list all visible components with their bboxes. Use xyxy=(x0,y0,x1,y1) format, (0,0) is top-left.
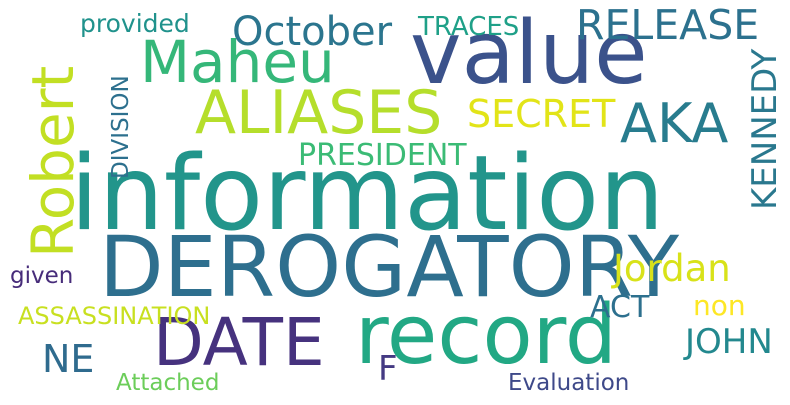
word-non: non xyxy=(693,289,746,322)
word-given: given xyxy=(10,263,74,289)
word-president: PRESIDENT xyxy=(298,138,467,173)
word-kennedy: KENNEDY xyxy=(745,48,785,210)
word-value: value xyxy=(410,2,648,104)
word-assassination: ASSASSINATION xyxy=(18,302,211,330)
word-jordan: Jordan xyxy=(613,247,731,290)
word-john: JOHN xyxy=(685,322,773,362)
word-secret: SECRET xyxy=(467,92,616,136)
word-date: DATE xyxy=(153,304,325,381)
word-derogatory: DEROGATORY xyxy=(99,218,680,316)
word-aka: AKA xyxy=(620,92,729,155)
word-aliases: ALIASES xyxy=(195,78,443,148)
word-robert: Robert xyxy=(19,65,87,258)
word-attached: Attached xyxy=(116,370,220,396)
word-division: DIVISION xyxy=(108,75,134,179)
word-october: October xyxy=(232,9,393,55)
word-f: F xyxy=(378,349,398,389)
word-maheu: Maheu xyxy=(140,28,335,96)
word-traces: TRACES xyxy=(418,12,520,42)
word-ne: NE xyxy=(42,337,95,381)
word-information: information xyxy=(70,134,665,254)
word-act: ACT xyxy=(590,290,650,325)
word-evaluation: Evaluation xyxy=(508,370,630,396)
word-record: record xyxy=(355,288,617,383)
word-provided: provided xyxy=(80,9,190,38)
word-release: RELEASE xyxy=(576,1,760,49)
